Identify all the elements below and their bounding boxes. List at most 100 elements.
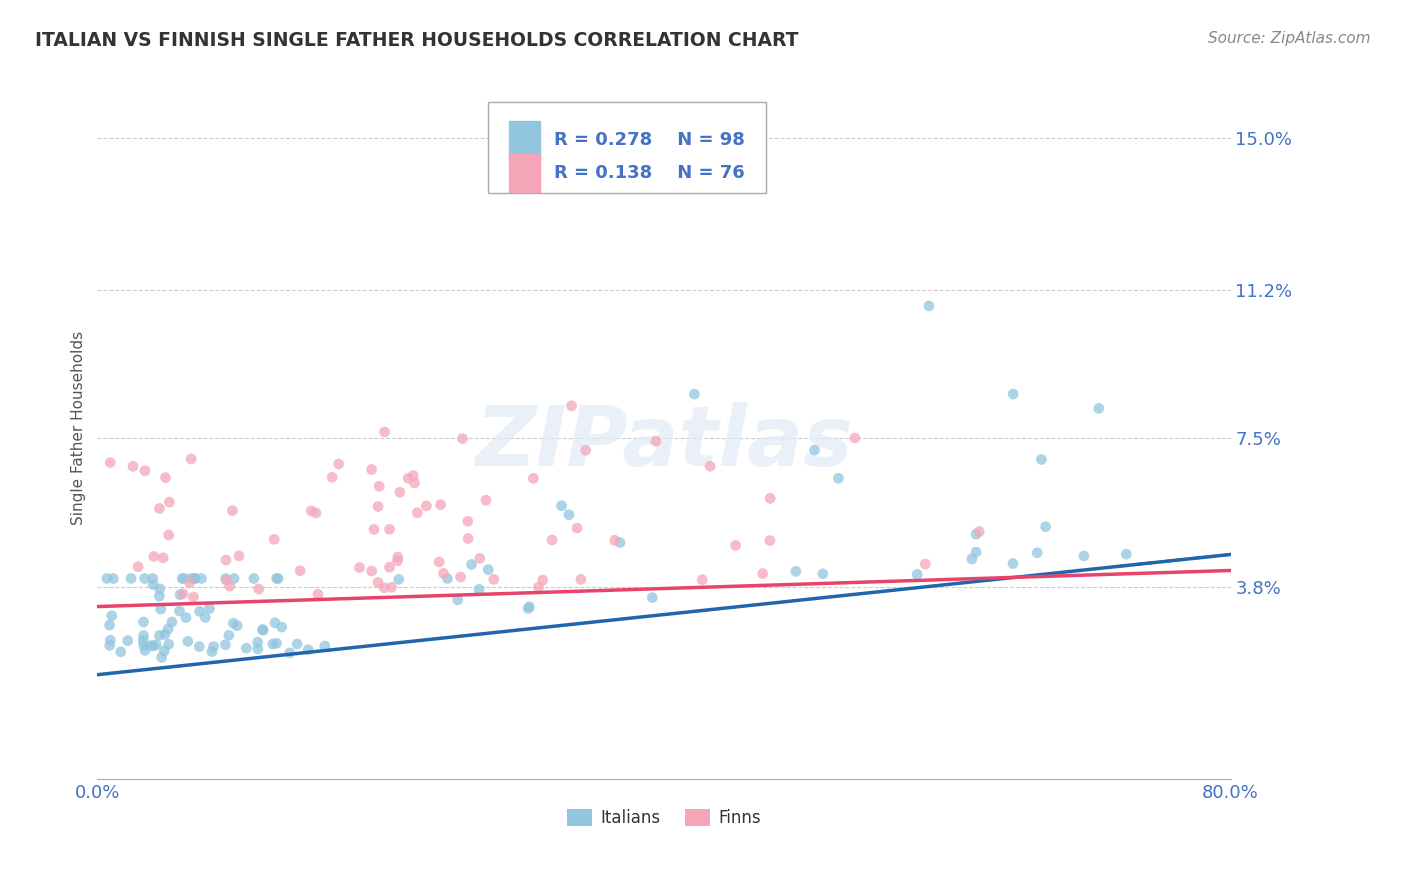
Point <box>184 572 207 586</box>
Point <box>270 620 292 634</box>
Point <box>252 624 274 638</box>
Point <box>132 639 155 653</box>
Point <box>368 479 391 493</box>
Point <box>172 587 194 601</box>
Point <box>157 528 180 542</box>
Point <box>132 615 155 629</box>
Point <box>360 462 382 476</box>
Point <box>157 495 180 509</box>
Point <box>785 565 807 579</box>
Point <box>432 566 454 581</box>
Text: Source: ZipAtlas.com: Source: ZipAtlas.com <box>1208 31 1371 46</box>
Point <box>387 550 409 565</box>
Point <box>264 615 287 630</box>
Point <box>609 535 631 549</box>
Point <box>134 643 156 657</box>
Point <box>127 559 149 574</box>
Point <box>541 533 564 547</box>
Point <box>188 604 211 618</box>
Point <box>263 533 285 547</box>
Point <box>803 443 825 458</box>
Point <box>152 550 174 565</box>
Point <box>603 533 626 548</box>
Point <box>690 573 713 587</box>
Point <box>142 577 165 591</box>
Point <box>406 506 429 520</box>
Point <box>222 616 245 631</box>
Point <box>475 493 498 508</box>
Point <box>724 539 747 553</box>
Point <box>427 555 450 569</box>
Point <box>811 566 834 581</box>
Point <box>247 582 270 596</box>
Point <box>436 572 458 586</box>
Point <box>517 599 540 614</box>
Point <box>565 521 588 535</box>
Point <box>252 623 274 637</box>
Point <box>827 471 849 485</box>
Point <box>429 498 451 512</box>
Point <box>266 572 288 586</box>
Point <box>201 644 224 658</box>
Point <box>169 588 191 602</box>
Point <box>100 608 122 623</box>
Bar <box>488 102 766 194</box>
Point <box>321 470 343 484</box>
Point <box>246 642 269 657</box>
Point <box>447 593 470 607</box>
Point <box>285 637 308 651</box>
Point <box>457 514 479 528</box>
Point <box>266 636 288 650</box>
Point <box>120 572 142 586</box>
Point <box>169 604 191 618</box>
Point <box>460 558 482 572</box>
Point <box>314 639 336 653</box>
Point <box>381 580 404 594</box>
Point <box>226 618 249 632</box>
Point <box>457 532 479 546</box>
Point <box>149 602 172 616</box>
Point <box>388 573 411 587</box>
Point <box>367 500 389 514</box>
Point <box>202 640 225 654</box>
Point <box>98 639 121 653</box>
Point <box>183 590 205 604</box>
Point <box>1026 546 1049 560</box>
Text: R = 0.278    N = 98: R = 0.278 N = 98 <box>554 131 745 149</box>
Text: R = 0.138    N = 76: R = 0.138 N = 76 <box>554 164 745 182</box>
Point <box>221 503 243 517</box>
Point <box>367 575 389 590</box>
Point <box>134 464 156 478</box>
Point <box>98 456 121 470</box>
Point <box>246 635 269 649</box>
Point <box>103 572 125 586</box>
Point <box>1088 401 1111 416</box>
Point <box>215 553 238 567</box>
Point <box>378 560 401 574</box>
Point <box>148 628 170 642</box>
Point <box>183 572 205 586</box>
Point <box>699 459 721 474</box>
Point <box>527 580 550 594</box>
Point <box>98 618 121 632</box>
Point <box>157 637 180 651</box>
Point <box>349 560 371 574</box>
Text: ITALIAN VS FINNISH SINGLE FATHER HOUSEHOLDS CORRELATION CHART: ITALIAN VS FINNISH SINGLE FATHER HOUSEHO… <box>35 31 799 50</box>
Legend: Italians, Finns: Italians, Finns <box>560 802 768 834</box>
Point <box>1035 520 1057 534</box>
Point <box>222 572 245 586</box>
Point <box>482 572 505 586</box>
Point <box>404 475 426 490</box>
Point <box>174 610 197 624</box>
Point <box>148 501 170 516</box>
Point <box>243 572 266 586</box>
Point <box>1031 452 1053 467</box>
Point <box>110 645 132 659</box>
Point <box>153 627 176 641</box>
Bar <box>509 153 540 193</box>
Point <box>477 563 499 577</box>
Point <box>914 557 936 571</box>
Point <box>278 646 301 660</box>
Point <box>645 434 668 449</box>
Y-axis label: Single Father Households: Single Father Households <box>72 331 86 525</box>
